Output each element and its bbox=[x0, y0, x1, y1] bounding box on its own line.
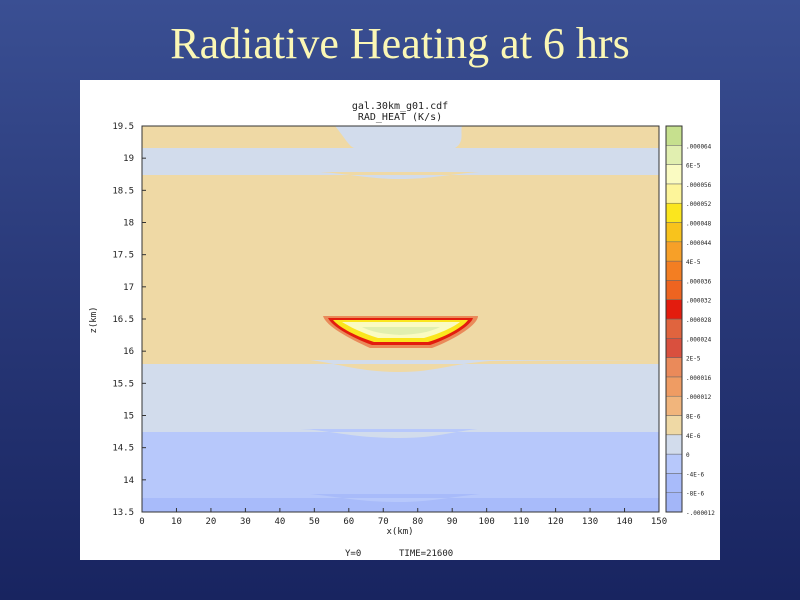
band-deep-blue bbox=[142, 494, 659, 512]
colorbar-label: .000012 bbox=[686, 394, 712, 401]
x-tick-label: 30 bbox=[240, 517, 251, 527]
y-tick-label: 19 bbox=[123, 154, 134, 164]
colorbar-swatch bbox=[665, 415, 683, 436]
x-tick-label: 0 bbox=[139, 517, 144, 527]
colorbar-label: .000032 bbox=[686, 298, 712, 305]
band-upper-grey bbox=[142, 148, 659, 172]
y-tick-label: 14.5 bbox=[112, 444, 134, 454]
x-tick-label: 100 bbox=[479, 517, 495, 527]
colorbar-label: .000028 bbox=[686, 317, 712, 324]
colorbar-swatch bbox=[665, 202, 683, 223]
y-axis-label: z(km) bbox=[89, 306, 99, 333]
colorbar-label: 2E-5 bbox=[686, 356, 701, 363]
slide-title: Radiative Heating at 6 hrs bbox=[170, 19, 630, 68]
y-tick-label: 17 bbox=[123, 283, 134, 293]
colorbar-label: 8E-6 bbox=[686, 414, 701, 421]
contour-field bbox=[142, 126, 659, 512]
band-blue bbox=[142, 429, 659, 494]
x-tick-label: 40 bbox=[274, 517, 285, 527]
y-tick-label: 14 bbox=[123, 476, 134, 486]
colorbar-label: .000016 bbox=[686, 375, 712, 382]
footer-y: Y=0 bbox=[345, 549, 361, 559]
colorbar-label: .000056 bbox=[686, 182, 712, 189]
heating-anomaly-center bbox=[362, 327, 440, 335]
colorbar-label: 4E-6 bbox=[686, 433, 701, 440]
colorbar-label: -.000012 bbox=[686, 510, 715, 517]
y-tick-label: 15 bbox=[123, 412, 134, 422]
x-tick-label: 10 bbox=[171, 517, 182, 527]
colorbar-frame bbox=[665, 125, 683, 513]
colorbar-swatch bbox=[665, 473, 683, 493]
x-tick-label: 20 bbox=[206, 517, 217, 527]
colorbar-swatch bbox=[665, 357, 683, 378]
colorbar-label: -8E-6 bbox=[686, 491, 704, 498]
colorbar-swatch bbox=[665, 299, 683, 320]
lower-grey-bulge bbox=[142, 360, 659, 372]
colorbar-label: .000064 bbox=[686, 143, 712, 150]
colorbar-swatch bbox=[665, 395, 683, 416]
colorbar-label: 0 bbox=[686, 452, 690, 459]
heatmap-plot: gal.30km_g01.cdf RAD_HEAT (K/s) bbox=[89, 101, 715, 559]
y-tick-label: 19.5 bbox=[112, 122, 134, 132]
colorbar: -.000012 -8E-6 -4E-6 0 4E-6 8E-6 .000012 .00001… bbox=[665, 125, 715, 517]
colorbar-swatch bbox=[665, 260, 683, 281]
colorbar-swatch bbox=[665, 318, 683, 339]
x-tick-label: 110 bbox=[513, 517, 529, 527]
y-tick-label: 16 bbox=[123, 347, 134, 357]
colorbar-swatch bbox=[665, 164, 683, 185]
y-tick-label: 17.5 bbox=[112, 251, 134, 261]
colorbar-label: .000036 bbox=[686, 278, 712, 285]
y-tick-label: 18.5 bbox=[112, 186, 134, 196]
colorbar-swatch bbox=[665, 376, 683, 397]
x-tick-label: 60 bbox=[343, 517, 354, 527]
upper-boundary-dip bbox=[142, 172, 659, 179]
colorbar-label: -4E-6 bbox=[686, 471, 704, 478]
colorbar-swatch bbox=[665, 434, 683, 455]
x-axis-label: x(km) bbox=[386, 527, 413, 537]
footer-time: TIME=21600 bbox=[399, 549, 453, 559]
colorbar-swatch bbox=[665, 280, 683, 300]
x-tick-label: 130 bbox=[582, 517, 598, 527]
y-tick-label: 16.5 bbox=[112, 315, 134, 325]
plot-panel: gal.30km_g01.cdf RAD_HEAT (K/s) bbox=[80, 80, 720, 560]
colorbar-swatch bbox=[665, 183, 683, 204]
colorbar-label: .000024 bbox=[686, 336, 712, 343]
colorbar-label: 6E-5 bbox=[686, 163, 701, 170]
y-tick-label: 15.5 bbox=[112, 379, 134, 389]
x-tick-label: 120 bbox=[547, 517, 563, 527]
colorbar-swatch bbox=[665, 453, 683, 474]
colorbar-swatch bbox=[665, 222, 683, 243]
x-tick-label: 90 bbox=[447, 517, 458, 527]
x-tick-label: 70 bbox=[378, 517, 389, 527]
x-tick-label: 140 bbox=[616, 517, 632, 527]
colorbar-swatch bbox=[665, 145, 683, 165]
x-axis: 0 10 20 30 40 50 60 70 80 90 100 110 120 130 140 150 bbox=[139, 508, 667, 527]
x-tick-label: 150 bbox=[651, 517, 667, 527]
colorbar-label: .000044 bbox=[686, 240, 712, 247]
top-grey-notch bbox=[335, 126, 462, 148]
colorbar-swatch bbox=[665, 338, 683, 358]
plot-header-file: gal.30km_g01.cdf bbox=[352, 101, 448, 112]
colorbar-label: 4E-5 bbox=[686, 259, 701, 266]
colorbar-label: .000052 bbox=[686, 201, 712, 208]
colorbar-swatch bbox=[665, 492, 683, 513]
y-tick-label: 13.5 bbox=[112, 508, 134, 518]
x-tick-label: 50 bbox=[309, 517, 320, 527]
y-tick-label: 18 bbox=[123, 219, 134, 229]
colorbar-swatch bbox=[665, 125, 683, 146]
blue-boundary-dip bbox=[142, 428, 659, 438]
colorbar-swatch bbox=[665, 241, 683, 262]
deep-blue-boundary-dip bbox=[142, 494, 659, 502]
x-tick-label: 80 bbox=[412, 517, 423, 527]
y-axis: 13.5 14 14.5 15 15.5 16 16.5 17 17.5 18 18.5 19 19.5 bbox=[112, 122, 146, 518]
plot-header-variable: RAD_HEAT (K/s) bbox=[358, 112, 442, 123]
colorbar-label: .000048 bbox=[686, 221, 712, 228]
